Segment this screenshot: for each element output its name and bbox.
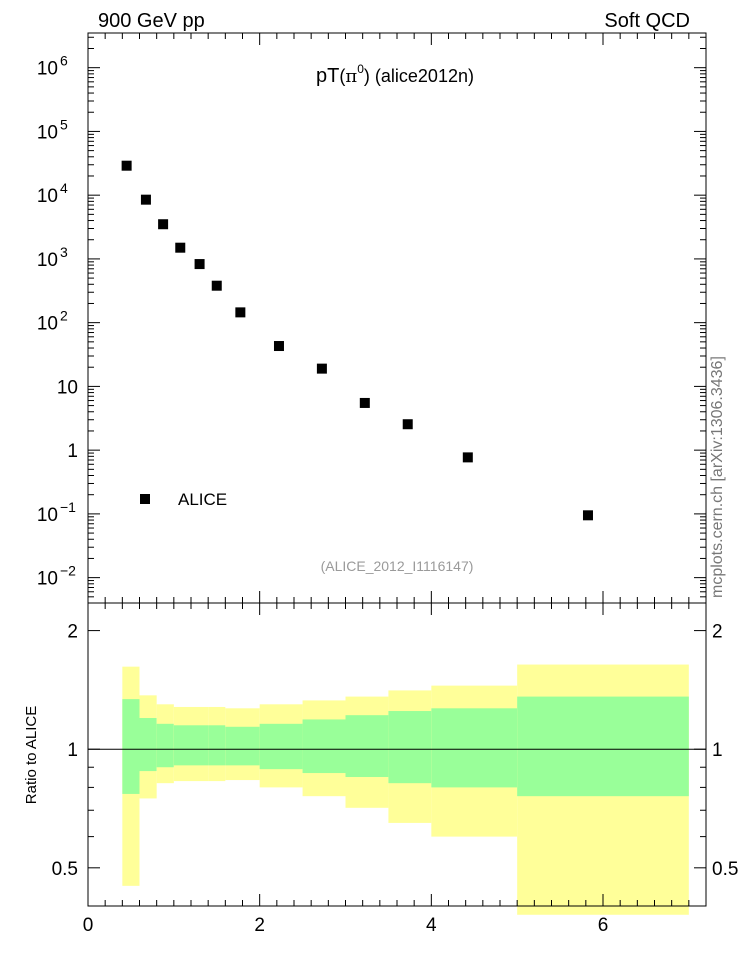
plot-title-paren-close: ) — [364, 66, 375, 86]
y-tick-label: 10 — [37, 569, 58, 590]
data-point — [359, 397, 370, 408]
y-tick-label-exponent: 3 — [60, 244, 68, 260]
ratio-inner-band-5 — [208, 725, 226, 766]
data-point — [316, 363, 327, 374]
ratio-y-tick-label-left: 1 — [67, 740, 78, 761]
data-point — [121, 160, 132, 171]
legend-marker — [140, 494, 150, 504]
y-tick-label: 10 — [57, 377, 78, 398]
ratio-y-tick-label-right: 1 — [712, 740, 723, 761]
x-tick-label: 2 — [254, 915, 265, 936]
ratio-inner-band-9 — [345, 715, 389, 778]
main-frame — [87, 32, 707, 604]
y-tick-label-exponent: 6 — [60, 53, 68, 69]
ratio-inner-band-4 — [191, 725, 209, 766]
data-point — [402, 419, 413, 430]
plot-title-paren-open: ( — [339, 66, 345, 86]
reference-label: (ALICE_2012_I1116147) — [321, 558, 474, 574]
y-tick-label-exponent: −1 — [60, 499, 76, 515]
ratio-inner-band-10 — [388, 711, 432, 784]
data-point — [194, 259, 205, 270]
ratio-inner-band-12 — [517, 696, 689, 797]
plot-title: pT(π0) (alice2012n) — [316, 62, 474, 87]
y-tick-label: 1 — [67, 441, 78, 462]
y-tick-label: 10 — [37, 250, 58, 271]
ratio-ylabel: Ratio to ALICE — [23, 706, 40, 804]
header-left-label: 900 GeV pp — [98, 10, 205, 32]
data-point — [462, 452, 473, 463]
y-tick-label: 10 — [37, 505, 58, 526]
ratio-inner-band-0 — [122, 699, 140, 794]
y-tick-label-exponent: 5 — [60, 116, 68, 132]
y-tick-label: 10 — [37, 186, 58, 207]
plot-title-main: pT — [316, 65, 339, 87]
plot-title-particle: π — [345, 66, 357, 87]
data-point — [582, 510, 593, 521]
y-tick-label-exponent: 2 — [60, 308, 68, 324]
x-tick-label: 6 — [598, 915, 609, 936]
ratio-inner-band-7 — [259, 723, 303, 770]
y-tick-label: 10 — [37, 314, 58, 335]
data-point — [273, 341, 284, 352]
ratio-y-tick-label-left: 0.5 — [52, 859, 78, 880]
ratio-y-tick-label-right: 2 — [712, 622, 723, 643]
plot-title-suffix: (alice2012n) — [375, 66, 474, 86]
ratio-inner-band-11 — [431, 708, 518, 788]
ratio-inner-band-6 — [225, 726, 260, 766]
ratio-plot: 0 2 4 6 0.5 0.5 1 1 2 2 — [52, 602, 738, 936]
ratio-inner-band-8 — [302, 719, 346, 774]
plot-title-sup: 0 — [357, 62, 364, 76]
ratio-y-tick-label-right: 0.5 — [712, 859, 738, 880]
data-point — [175, 242, 186, 253]
ratio-y-tick-label-left: 2 — [67, 622, 78, 643]
ratio-inner-band-2 — [156, 723, 174, 768]
data-point — [211, 280, 222, 291]
x-tick-label: 0 — [83, 915, 94, 936]
data-point — [235, 307, 246, 318]
y-tick-label: 10 — [37, 122, 58, 143]
x-tick-label: 4 — [426, 915, 437, 936]
ratio-inner-band-3 — [173, 725, 191, 766]
side-label: mcplots.cern.ch [arXiv:1306.3436] — [709, 356, 726, 598]
y-tick-label: 10 — [37, 59, 58, 80]
data-point — [158, 219, 169, 230]
y-tick-label-exponent: −2 — [60, 563, 76, 579]
y-tick-label-exponent: 4 — [60, 180, 68, 196]
data-point — [140, 194, 151, 205]
header-right-label: Soft QCD — [604, 10, 690, 32]
ratio-inner-band-1 — [139, 718, 157, 772]
legend-label: ALICE — [178, 490, 227, 509]
